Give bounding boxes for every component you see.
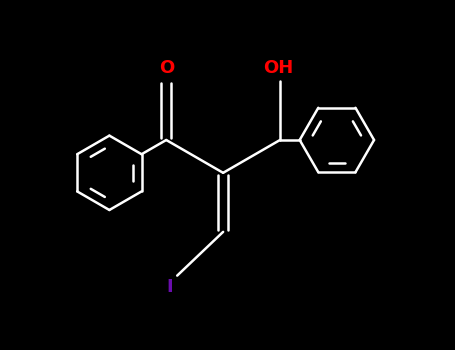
Text: I: I	[166, 278, 173, 296]
Text: O: O	[159, 60, 174, 77]
Text: OH: OH	[263, 60, 293, 77]
